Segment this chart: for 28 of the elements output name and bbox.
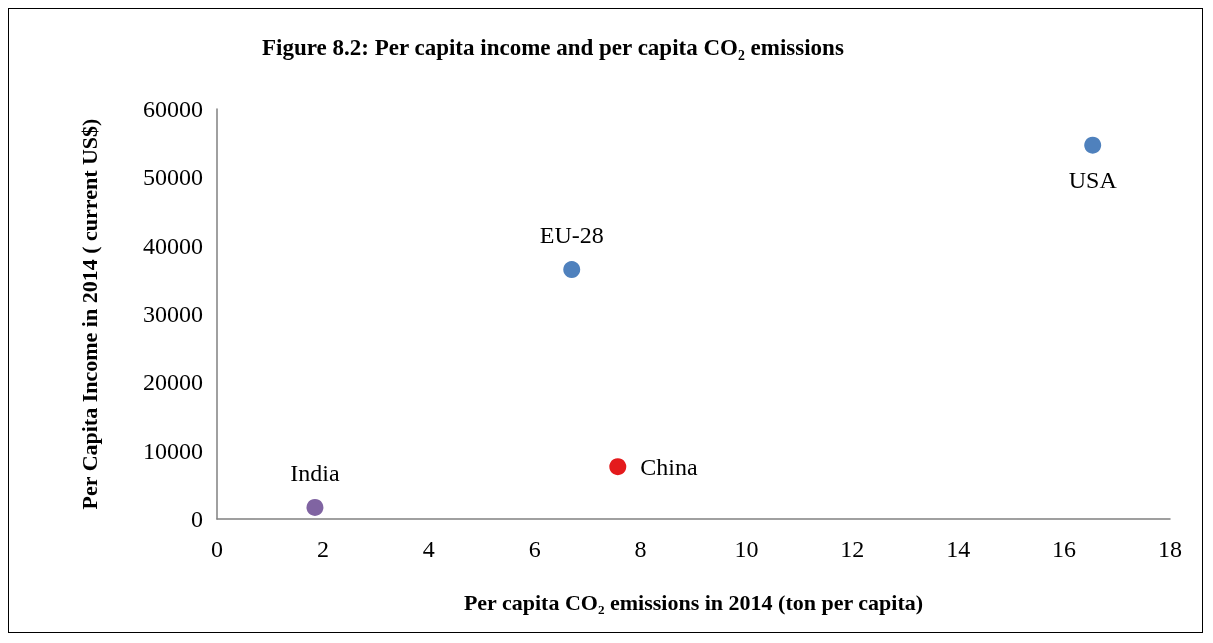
series-label: India xyxy=(290,459,340,486)
x-tick-label: 6 xyxy=(528,536,541,562)
x-tick-label: 2 xyxy=(316,536,329,562)
series-label: China xyxy=(640,453,698,480)
x-tick-label: 14 xyxy=(946,536,971,562)
point xyxy=(563,261,581,279)
point xyxy=(1084,136,1102,154)
x-tick-label: 12 xyxy=(840,536,865,562)
series-label: EU-28 xyxy=(539,222,604,249)
y-tick-label: 20000 xyxy=(143,369,203,396)
y-tick-label: 10000 xyxy=(143,437,203,464)
chart-title: Figure 8.2: Per capita income and per capita CO₂ emissions xyxy=(262,35,844,60)
x-tick-label: 8 xyxy=(634,536,647,562)
x-tick-label: 16 xyxy=(1052,536,1077,562)
point xyxy=(609,458,627,476)
x-tick-label: 10 xyxy=(734,536,759,562)
x-tick-label: 0 xyxy=(211,536,223,562)
series-label: USA xyxy=(1068,166,1118,193)
y-tick-label: 40000 xyxy=(143,232,203,259)
y-tick-label: 30000 xyxy=(143,301,203,327)
y-axis-title: Per Capita Income in 2014 ( current US$) xyxy=(76,118,102,510)
x-tick-label: 4 xyxy=(422,536,435,562)
x-axis-title: Per capita CO₂ emissions in 2014 (ton per capita) xyxy=(463,589,924,615)
point xyxy=(306,498,324,516)
y-tick-label: 60000 xyxy=(143,96,203,122)
y-tick-label: 50000 xyxy=(143,164,203,191)
y-tick-label: 0 xyxy=(191,506,203,532)
x-tick-label: 18 xyxy=(1158,536,1182,562)
